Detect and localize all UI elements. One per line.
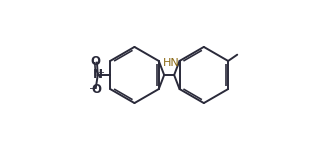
Text: N: N: [93, 68, 103, 81]
Text: +: +: [97, 68, 104, 76]
Text: O: O: [90, 55, 100, 68]
Text: −: −: [89, 84, 97, 94]
Text: O: O: [92, 83, 102, 96]
Text: HN: HN: [163, 58, 180, 68]
